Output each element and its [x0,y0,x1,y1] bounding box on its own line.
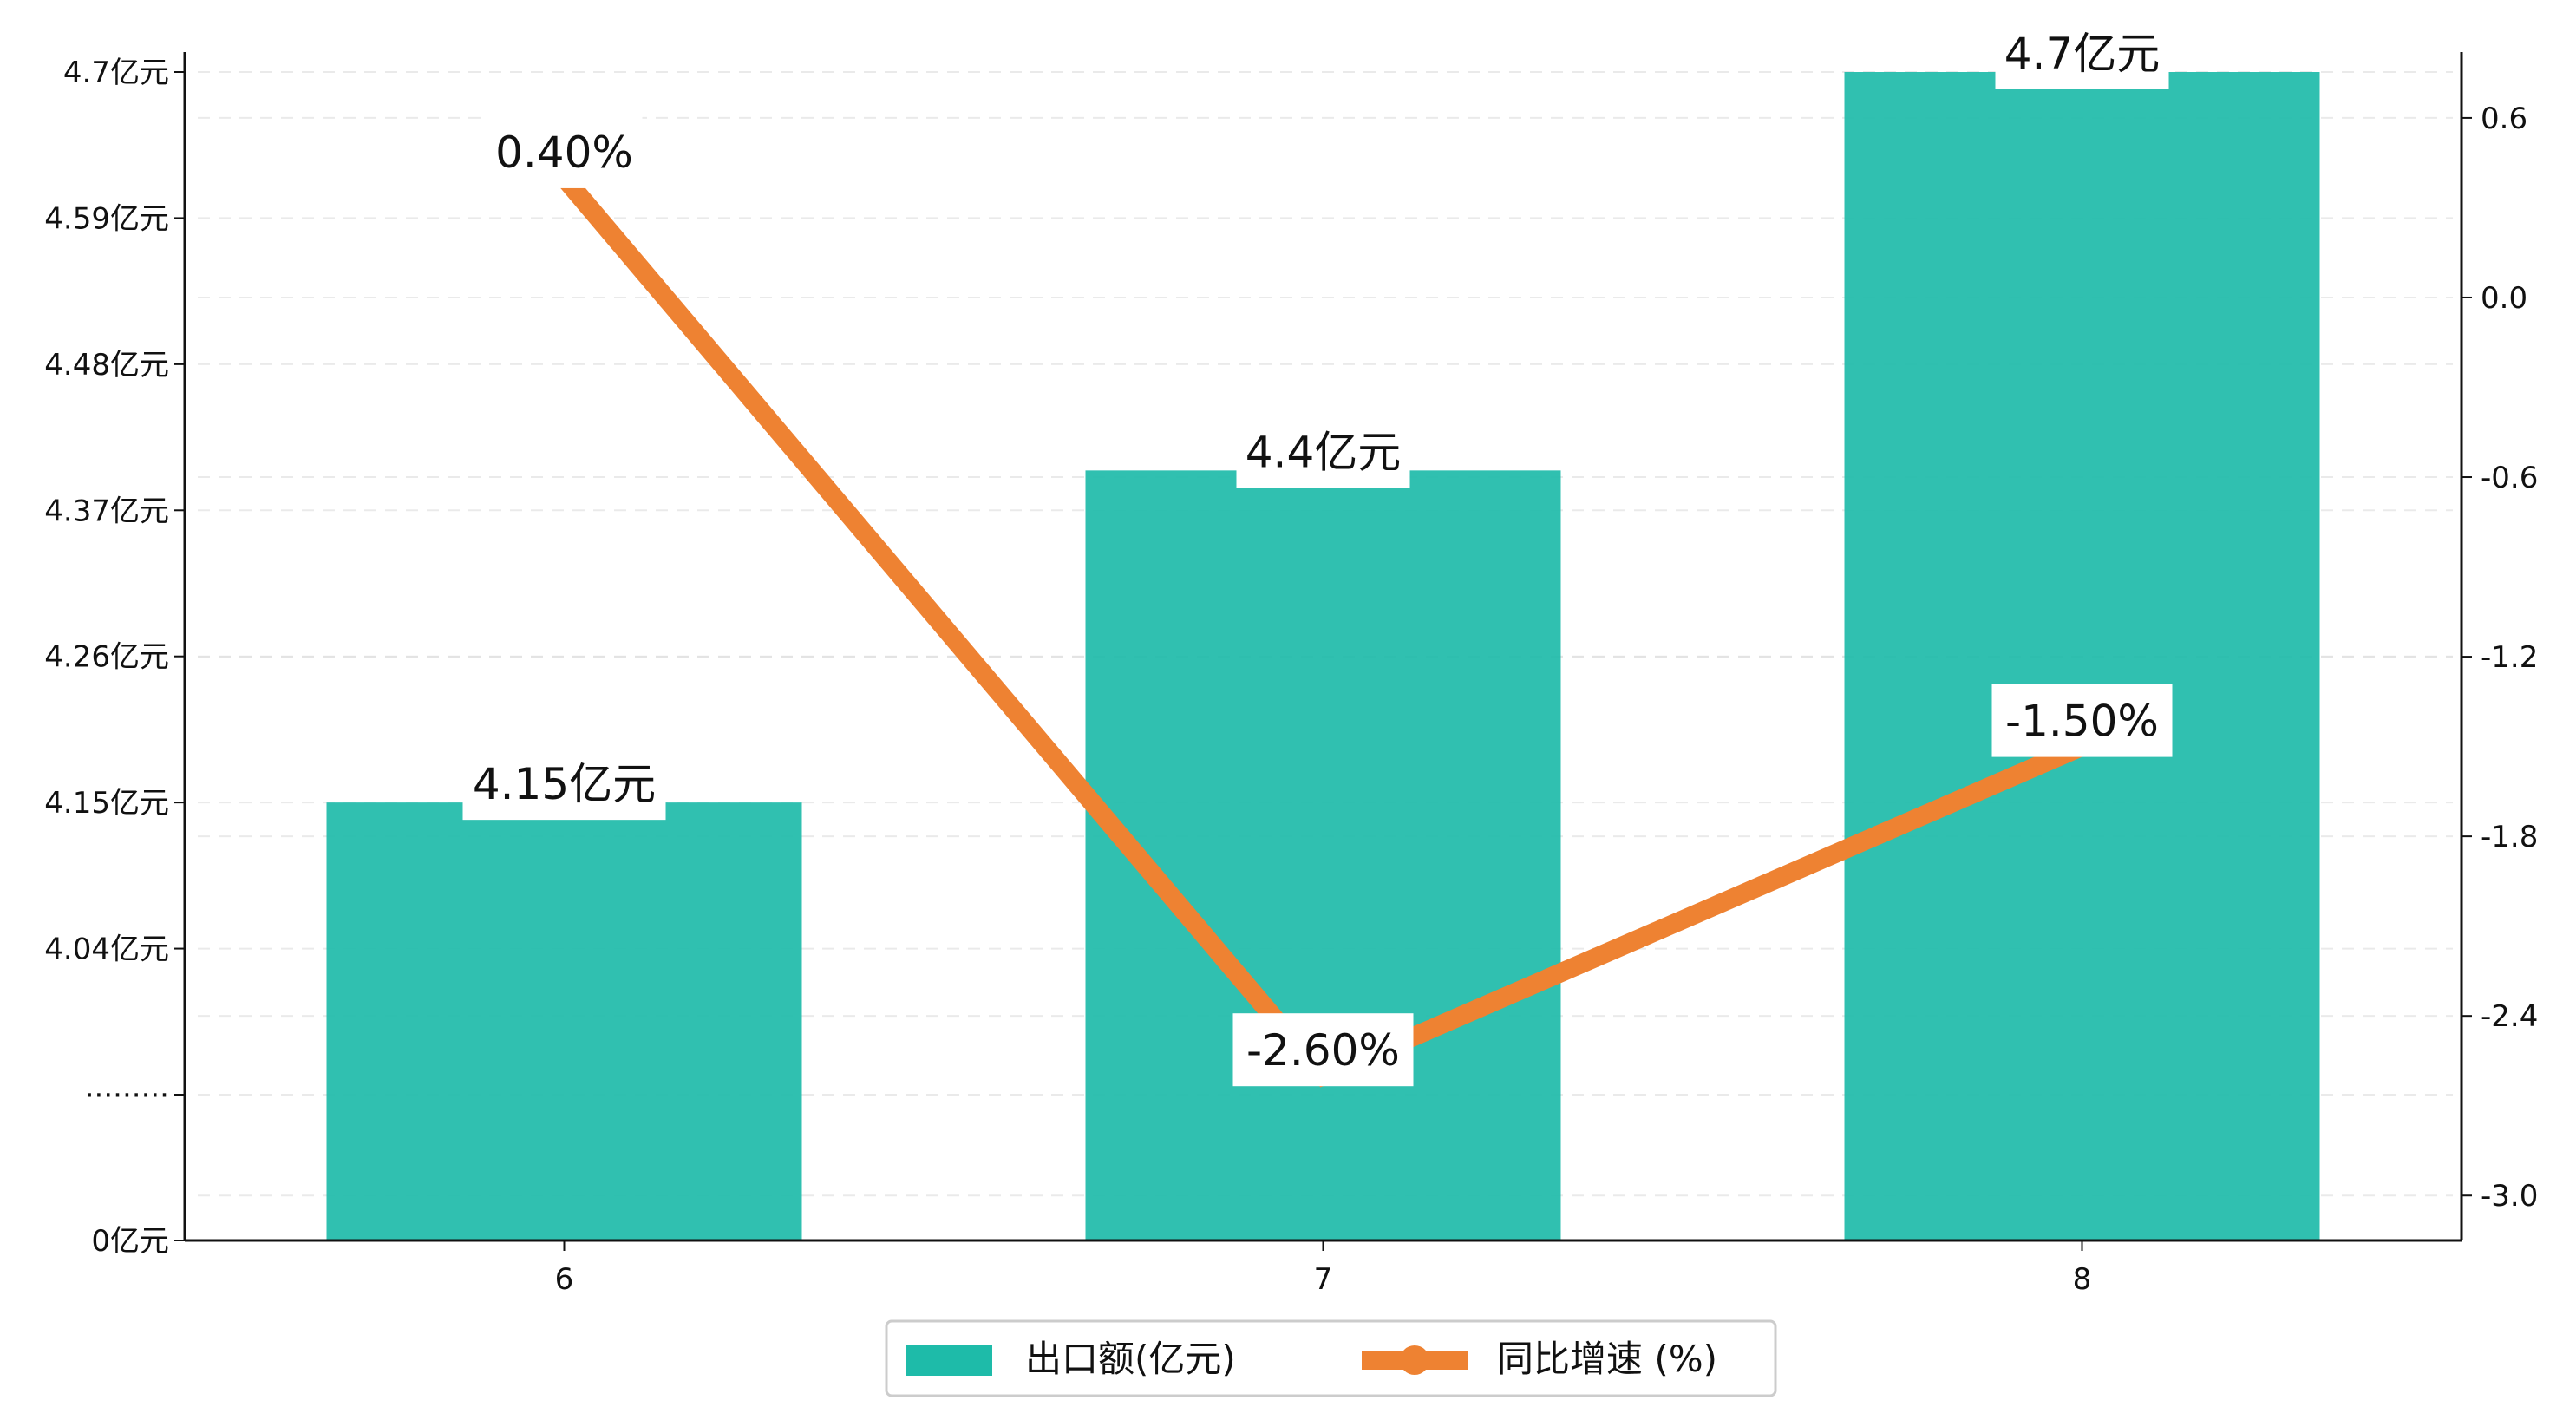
left-tick-label: 4.48亿元 [44,348,169,383]
x-tick-label: 6 [555,1262,574,1297]
data-labels: 4.15亿元 4.4亿元 4.7亿元 0.40% -2.60% -1.50% [462,16,2173,1087]
x-tick-label: 7 [1314,1262,1333,1297]
right-tick-label: -2.4 [2481,999,2538,1034]
bar-label-8-box [1995,16,2169,89]
axes: 0亿元 ········· 4.04亿元 4.15亿元 4.26亿元 4.37亿元 4.48… [44,52,2538,1297]
legend-box [885,1319,1777,1397]
bar-7 [1085,470,1561,1240]
left-tick-label: 4.04亿元 [44,932,169,967]
bar-8 [1844,72,2320,1240]
bar-6 [326,802,802,1240]
line-label-6-box [486,115,643,188]
bar-label-7: 4.4亿元 [1246,427,1402,477]
bar-label-6: 4.15亿元 [473,759,656,809]
left-tick-label: 4.7亿元 [63,56,169,90]
left-tick-label: 4.59亿元 [44,201,169,236]
line-label-8-box [1991,684,2173,757]
left-tick-label: ········· [85,1078,169,1113]
left-tick-label: 0亿元 [91,1224,169,1259]
right-tick-label: 0.6 [2481,101,2527,136]
legend-swatch-marker [1400,1345,1429,1375]
line-label-6: 0.40% [495,128,633,178]
bar-label-7-box [1236,415,1410,488]
legend: 出口额(亿元) 同比增速 (%) [885,1319,1777,1397]
left-tick-label: 4.37亿元 [44,494,169,528]
bar-label-6-box [462,747,666,821]
left-tick-label: 4.15亿元 [44,786,169,821]
right-tick-label: -3.0 [2481,1179,2538,1214]
line-label-7: -2.60% [1246,1025,1400,1076]
right-tick-label: -1.2 [2481,640,2538,675]
x-tick-label: 8 [2073,1262,2092,1297]
left-tick-label: 4.26亿元 [44,640,169,675]
line-label-7-box [1232,1013,1414,1087]
line-label-8: -1.50% [2005,697,2159,747]
right-tick-label: 0.0 [2481,281,2527,316]
legend-label-bar: 出口额(亿元) [1025,1338,1236,1380]
legend-label-line: 同比增速 (%) [1497,1338,1717,1380]
bar-series [326,72,2320,1240]
right-tick-label: -1.8 [2481,820,2538,854]
bar-label-8: 4.7亿元 [2004,29,2161,79]
legend-swatch-bar [906,1345,992,1376]
right-tick-label: -0.6 [2481,461,2538,495]
